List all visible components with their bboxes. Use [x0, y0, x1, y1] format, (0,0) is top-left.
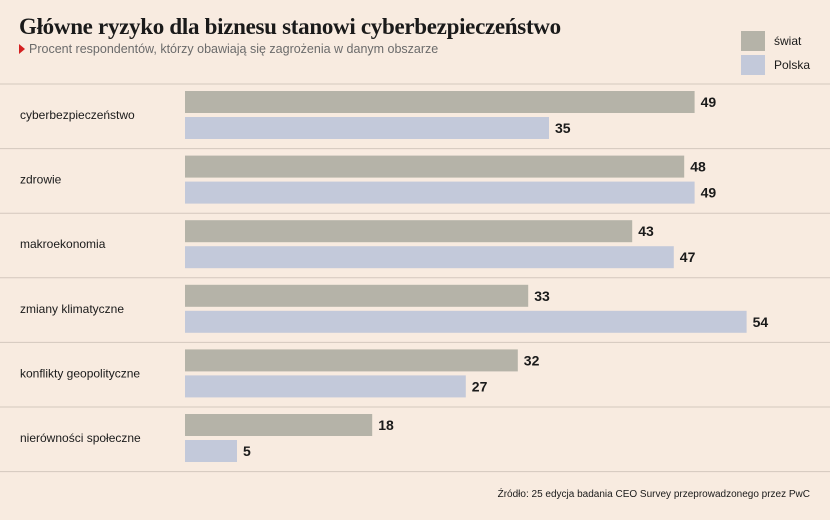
bar-world — [185, 155, 685, 178]
data-label-world: 32 — [524, 352, 540, 368]
data-label-poland: 54 — [753, 314, 769, 330]
legend-label-world: świat — [774, 34, 802, 48]
data-label-poland: 5 — [243, 443, 251, 459]
bar-poland — [185, 310, 747, 333]
triangle-marker-icon — [19, 44, 25, 54]
data-label-poland: 35 — [555, 120, 571, 136]
bar-poland — [185, 440, 237, 462]
legend: świat Polska — [741, 31, 810, 79]
legend-swatch-poland — [741, 55, 765, 75]
legend-label-poland: Polska — [774, 58, 811, 72]
category-label: makroekonomia — [20, 237, 106, 251]
bar-poland — [185, 246, 674, 269]
bar-world — [185, 91, 695, 113]
bar-world — [185, 414, 373, 436]
category-label: cyberbezpieczeństwo — [20, 108, 135, 122]
legend-item-poland: Polska — [741, 55, 810, 75]
bar-world — [185, 349, 518, 372]
source-note: Źródło: 25 edycja badania CEO Survey prz… — [497, 489, 810, 500]
data-label-poland: 47 — [680, 249, 696, 265]
data-label-world: 18 — [378, 417, 394, 433]
category-label: zdrowie — [20, 173, 62, 187]
category-label: nierówności społeczne — [20, 431, 141, 445]
data-label-world: 49 — [701, 94, 717, 110]
data-label-world: 33 — [534, 288, 550, 304]
bar-poland — [185, 117, 549, 139]
legend-swatch-world — [741, 31, 765, 51]
bar-poland — [185, 375, 466, 398]
data-label-world: 48 — [690, 159, 706, 175]
data-label-world: 43 — [638, 223, 654, 239]
subtitle-text: Procent respondentów, którzy obawiają si… — [29, 42, 439, 56]
chart-title: Główne ryzyko dla biznesu stanowi cyberb… — [19, 14, 561, 39]
bar-poland — [185, 181, 695, 204]
legend-item-world: świat — [741, 31, 810, 51]
category-label: zmiany klimatyczne — [20, 302, 124, 316]
data-label-poland: 49 — [701, 185, 717, 201]
data-label-poland: 27 — [472, 378, 488, 394]
bar-world — [185, 220, 633, 243]
chart-subtitle: Procent respondentów, którzy obawiają si… — [19, 42, 438, 56]
bar-world — [185, 284, 529, 307]
category-label: konflikty geopolityczne — [20, 366, 140, 380]
